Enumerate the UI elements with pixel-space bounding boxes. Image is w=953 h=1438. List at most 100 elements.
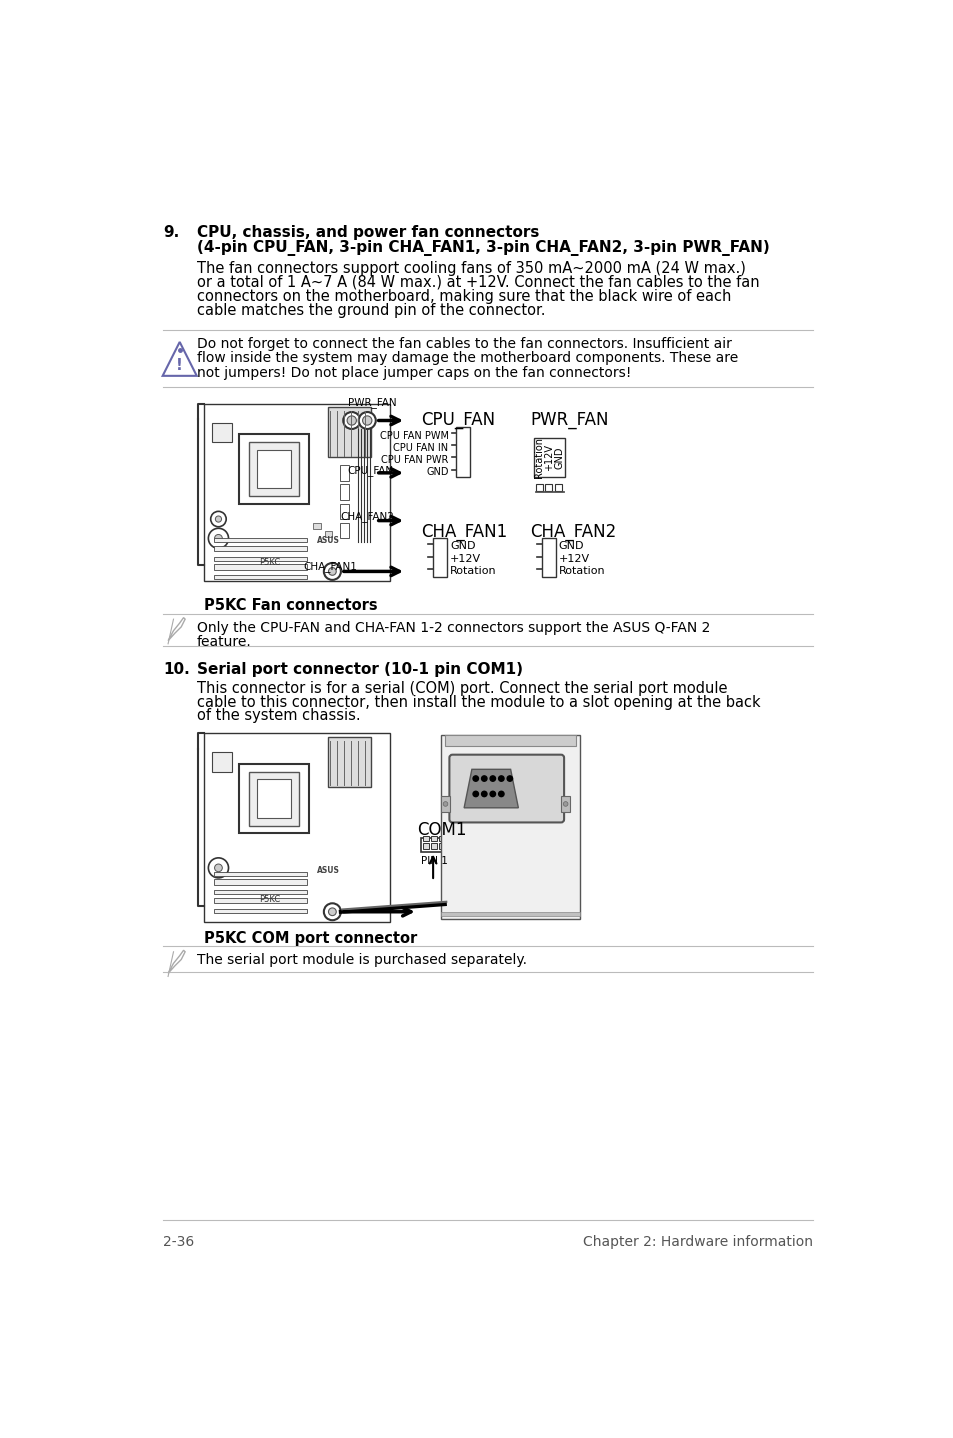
Bar: [444, 735, 576, 746]
Text: feature.: feature.: [196, 634, 252, 649]
Circle shape: [443, 801, 447, 807]
Text: of the system chassis.: of the system chassis.: [196, 709, 360, 723]
Text: 9.: 9.: [163, 224, 179, 240]
Circle shape: [347, 416, 356, 426]
Bar: [438, 835, 444, 841]
Circle shape: [328, 568, 335, 575]
Circle shape: [481, 777, 486, 781]
Text: The serial port module is purchased separately.: The serial port module is purchased sepa…: [196, 952, 526, 966]
Bar: [560, 797, 570, 811]
Text: P5KC: P5KC: [258, 894, 280, 905]
Text: 10.: 10.: [163, 661, 190, 676]
Bar: [454, 843, 459, 848]
Circle shape: [498, 777, 503, 781]
Bar: [213, 909, 307, 913]
Bar: [555, 485, 561, 490]
Bar: [213, 546, 307, 551]
Text: ASUS: ASUS: [316, 866, 339, 874]
Circle shape: [214, 864, 222, 871]
Text: Rotation: Rotation: [450, 567, 497, 577]
Circle shape: [328, 907, 335, 916]
Bar: [213, 565, 307, 569]
Bar: [545, 485, 552, 490]
Circle shape: [481, 791, 486, 797]
Bar: [257, 450, 291, 489]
Circle shape: [323, 562, 340, 580]
Text: GND: GND: [450, 541, 476, 551]
Text: COM1: COM1: [417, 821, 467, 838]
Circle shape: [490, 791, 495, 797]
Text: CPU FAN IN: CPU FAN IN: [393, 443, 448, 453]
Bar: [328, 407, 371, 457]
Circle shape: [215, 516, 221, 522]
Bar: [446, 843, 452, 848]
Text: or a total of 1 A~7 A (84 W max.) at +12V. Connect the fan cables to the fan: or a total of 1 A~7 A (84 W max.) at +12…: [196, 275, 759, 290]
Text: +12V: +12V: [450, 554, 481, 564]
Circle shape: [211, 512, 226, 526]
Text: Do not forget to connect the fan cables to the fan connectors. Insufficient air: Do not forget to connect the fan cables …: [196, 336, 731, 351]
Circle shape: [358, 413, 375, 429]
Polygon shape: [168, 951, 185, 974]
Circle shape: [343, 413, 360, 429]
Text: cable matches the ground pin of the connector.: cable matches the ground pin of the conn…: [196, 302, 545, 318]
Bar: [456, 427, 470, 477]
Bar: [422, 835, 429, 841]
Text: Rotation: Rotation: [558, 567, 604, 577]
Text: GND: GND: [426, 467, 448, 477]
Bar: [204, 404, 390, 581]
Bar: [438, 843, 444, 848]
Bar: [534, 490, 563, 492]
Circle shape: [323, 903, 340, 920]
Bar: [340, 464, 349, 480]
Text: Only the CPU-FAN and CHA-FAN 1-2 connectors support the ASUS Q-FAN 2: Only the CPU-FAN and CHA-FAN 1-2 connect…: [196, 621, 709, 634]
Text: CPU_FAN: CPU_FAN: [421, 411, 496, 430]
Text: 2-36: 2-36: [163, 1235, 194, 1250]
Bar: [213, 880, 307, 884]
Polygon shape: [464, 769, 517, 808]
Text: P5KC: P5KC: [258, 558, 280, 567]
Bar: [536, 485, 542, 490]
Bar: [213, 871, 307, 876]
Circle shape: [498, 791, 503, 797]
Bar: [212, 423, 232, 441]
Circle shape: [473, 777, 478, 781]
Text: CHA_FAN2: CHA_FAN2: [530, 523, 616, 541]
Bar: [431, 835, 436, 841]
Bar: [249, 441, 298, 496]
Bar: [249, 772, 298, 825]
Bar: [213, 557, 307, 561]
Text: +12V: +12V: [558, 554, 589, 564]
Text: Rotation
+12V
GND: Rotation +12V GND: [534, 437, 564, 477]
Bar: [340, 523, 349, 538]
Text: GND: GND: [558, 541, 583, 551]
Text: Chapter 2: Hardware information: Chapter 2: Hardware information: [582, 1235, 812, 1250]
FancyBboxPatch shape: [449, 755, 563, 823]
Bar: [239, 764, 309, 833]
Text: CHA_FAN2: CHA_FAN2: [340, 512, 394, 522]
Text: cable to this connector, then install the module to a slot opening at the back: cable to this connector, then install th…: [196, 695, 760, 709]
Text: CHA_FAN1: CHA_FAN1: [421, 523, 507, 541]
Bar: [440, 735, 579, 919]
Bar: [257, 779, 291, 818]
Polygon shape: [162, 342, 196, 375]
Text: CHA_FAN1: CHA_FAN1: [303, 561, 357, 572]
Bar: [446, 835, 452, 841]
Circle shape: [473, 791, 478, 797]
Text: P5KC COM port connector: P5KC COM port connector: [204, 930, 417, 946]
Bar: [454, 835, 459, 841]
Bar: [313, 523, 320, 529]
Bar: [431, 843, 436, 848]
Text: Serial port connector (10-1 pin COM1): Serial port connector (10-1 pin COM1): [196, 661, 522, 676]
Circle shape: [208, 858, 229, 877]
Bar: [213, 890, 307, 894]
Bar: [213, 897, 307, 903]
Circle shape: [562, 801, 567, 807]
Bar: [422, 843, 429, 848]
Bar: [541, 538, 555, 577]
Polygon shape: [168, 617, 185, 641]
Bar: [534, 439, 564, 477]
Circle shape: [490, 777, 495, 781]
Text: !: !: [176, 358, 183, 372]
Circle shape: [507, 777, 512, 781]
Bar: [433, 538, 447, 577]
